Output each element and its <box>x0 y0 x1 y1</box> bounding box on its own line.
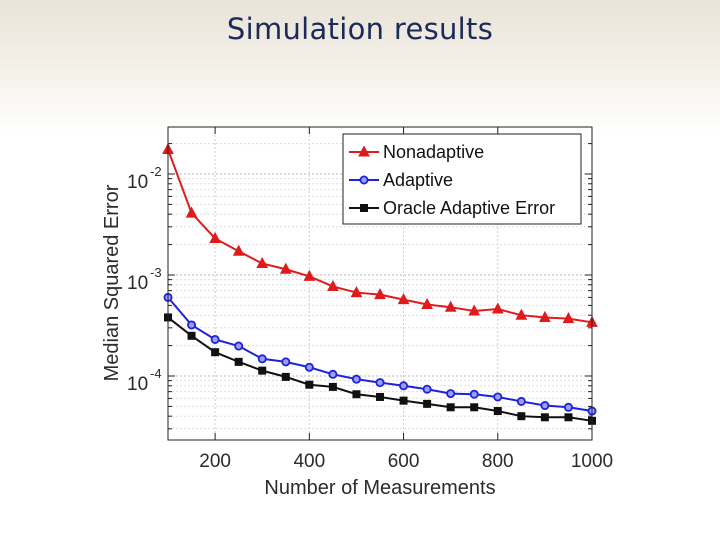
x-tick-label: 1000 <box>571 451 613 472</box>
plot-frame <box>167 126 593 441</box>
legend-box <box>342 133 582 225</box>
x-tick-label: 200 <box>199 451 231 472</box>
adaptive-point <box>563 402 573 412</box>
oracle-adaptive-error-point <box>211 348 220 357</box>
legend-label-oracle-adaptive-error: Oracle Adaptive Error <box>383 198 555 218</box>
adaptive-point <box>375 378 385 388</box>
adaptive-point <box>328 369 338 379</box>
nonadaptive-point <box>350 285 363 298</box>
nonadaptive-point <box>515 308 528 320</box>
oracle-adaptive-error-point <box>187 331 196 340</box>
legend-label-adaptive: Adaptive <box>383 170 453 190</box>
y-tick-exponent: -4 <box>150 366 162 381</box>
nonadaptive-point <box>468 304 481 316</box>
nonadaptive-point <box>421 297 433 310</box>
nonadaptive-point <box>232 244 245 256</box>
adaptive-point <box>304 362 314 372</box>
nonadaptive-point <box>444 300 457 312</box>
oracle-adaptive-error-point <box>352 390 361 399</box>
nonadaptive-point <box>185 206 198 218</box>
oracle-adaptive-error-point <box>399 396 408 405</box>
slide-title: Simulation results <box>226 12 494 46</box>
adaptive-point <box>351 374 361 384</box>
x-tick-label: 800 <box>482 451 514 472</box>
y-tick-label: 10-4 <box>127 366 162 395</box>
y-tick-exponent: -3 <box>150 265 162 280</box>
oracle-adaptive-error-point <box>540 413 549 422</box>
adaptive-point <box>234 341 244 351</box>
y-tick-label: 10-3 <box>127 265 162 294</box>
adaptive-point <box>399 381 409 391</box>
adaptive-point <box>210 334 220 344</box>
nonadaptive-point <box>209 231 221 243</box>
oracle-adaptive-error-point <box>493 407 502 416</box>
oracle-adaptive-error-point <box>423 399 432 408</box>
nonadaptive-point <box>303 269 316 281</box>
series-markers <box>162 142 598 425</box>
x-tick-labels: 200 400 600 800 1000 <box>199 451 613 472</box>
x-tick-label: 400 <box>293 451 325 472</box>
oracle-adaptive-error-point <box>281 372 290 381</box>
nonadaptive-point <box>256 256 269 268</box>
nonadaptive-point <box>491 302 504 314</box>
adaptive-point <box>422 384 432 394</box>
oracle-adaptive-error-point <box>305 380 314 389</box>
y-tick-base: 10 <box>127 273 148 294</box>
x-tick-label: 600 <box>388 451 420 472</box>
legend-marker-adaptive <box>359 175 369 185</box>
nonadaptive-point <box>327 279 339 291</box>
oracle-adaptive-error-point <box>517 412 526 421</box>
nonadaptive-point <box>279 262 292 274</box>
adaptive-point <box>516 396 526 406</box>
adaptive-point <box>540 401 550 411</box>
y-tick-base: 10 <box>127 374 148 395</box>
nonadaptive-point <box>397 293 410 305</box>
adaptive-point <box>446 389 456 399</box>
oracle-adaptive-error-point <box>328 382 337 391</box>
nonadaptive-point <box>539 310 551 322</box>
adaptive-point <box>257 354 267 364</box>
y-tick-labels: 10-410-310-2 <box>127 164 162 395</box>
y-axis-label: Median Squared Error <box>101 184 123 381</box>
legend-label-nonadaptive: Nonadaptive <box>383 142 484 162</box>
nonadaptive-point <box>374 288 386 300</box>
oracle-adaptive-error-point <box>234 357 243 366</box>
adaptive-point <box>493 392 503 402</box>
oracle-adaptive-error-point <box>376 392 384 401</box>
oracle-adaptive-error-point <box>258 366 267 375</box>
legend-marker-oracle-adaptive-error <box>360 204 368 212</box>
adaptive-point <box>469 389 479 399</box>
legend-marker-nonadaptive <box>358 145 370 157</box>
adaptive-point <box>281 357 291 367</box>
nonadaptive-point <box>562 312 575 324</box>
y-tick-label: 10-2 <box>127 164 162 193</box>
adaptive-point <box>187 320 197 330</box>
oracle-adaptive-error-point <box>564 413 573 422</box>
y-tick-exponent: -2 <box>150 164 162 179</box>
x-axis-label: Number of Measurements <box>264 477 495 499</box>
oracle-adaptive-error-point <box>446 403 455 412</box>
y-tick-base: 10 <box>127 172 148 193</box>
legend: Nonadaptive Adaptive Oracle Adaptive Error <box>342 133 582 225</box>
oracle-adaptive-error-point <box>470 403 479 412</box>
